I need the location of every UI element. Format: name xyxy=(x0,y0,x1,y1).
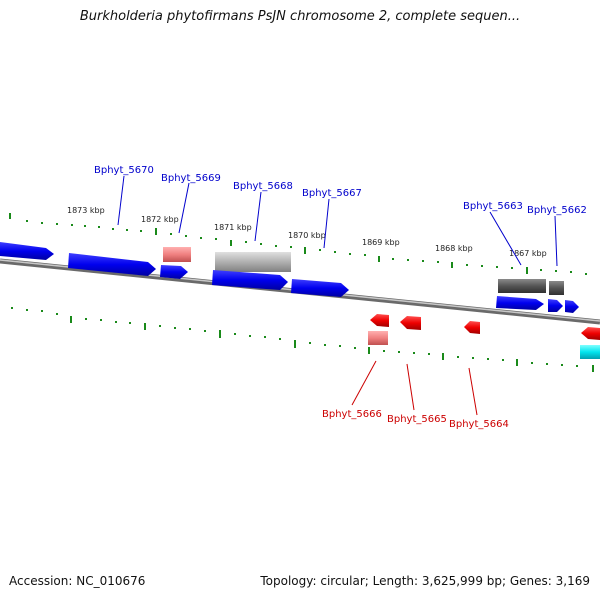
gene-arrow-reverse[interactable] xyxy=(581,327,600,340)
scale-label: 1869 kbp xyxy=(362,238,400,247)
gene-label-bphyt-5670[interactable]: Bphyt_5670 xyxy=(94,165,154,176)
dark-gray-gene-block[interactable] xyxy=(549,281,564,295)
scale-label: 1868 kbp xyxy=(435,244,473,253)
gene-arrow-forward[interactable] xyxy=(548,299,563,312)
cyan-gene-block[interactable] xyxy=(580,345,600,359)
gray-gene-block[interactable] xyxy=(215,252,291,272)
gene-label-bphyt-5664[interactable]: Bphyt_5664 xyxy=(449,419,509,430)
scale-label: 1867 kbp xyxy=(509,249,547,258)
reverse-gene-labels[interactable]: Bphyt_5666 Bphyt_5665 Bphyt_5664 xyxy=(322,409,509,430)
scale-label: 1873 kbp xyxy=(67,206,105,215)
gene-arrow-forward[interactable] xyxy=(160,265,188,279)
forward-gene-labels[interactable]: Bphyt_5670 Bphyt_5669 Bphyt_5668 Bphyt_5… xyxy=(94,165,587,216)
gene-label-bphyt-5662[interactable]: Bphyt_5662 xyxy=(527,205,587,216)
reverse-scale-ticks xyxy=(11,307,594,372)
scale-labels: 1873 kbp 1872 kbp 1871 kbp 1870 kbp 1869… xyxy=(67,206,547,258)
gene-label-bphyt-5663[interactable]: Bphyt_5663 xyxy=(463,201,523,212)
pseudogene-block[interactable] xyxy=(368,331,388,345)
gene-arrow-forward[interactable] xyxy=(212,270,288,290)
gene-arrow-forward[interactable] xyxy=(68,253,156,276)
gene-arrow-reverse[interactable] xyxy=(400,316,421,330)
forward-callouts xyxy=(117,175,558,267)
genome-summary-text: Topology: circular; Length: 3,625,999 bp… xyxy=(260,574,590,588)
gene-label-bphyt-5665[interactable]: Bphyt_5665 xyxy=(387,414,447,425)
accession-text: Accession: NC_010676 xyxy=(9,574,146,588)
dark-gray-gene-block[interactable] xyxy=(498,279,546,293)
gene-arrow-forward[interactable] xyxy=(565,300,579,313)
gene-label-bphyt-5666[interactable]: Bphyt_5666 xyxy=(322,409,382,420)
gene-arrow-forward[interactable] xyxy=(291,279,349,297)
gene-arrow-forward[interactable] xyxy=(496,296,544,310)
forward-strand-genes[interactable] xyxy=(0,242,579,313)
gene-label-bphyt-5669[interactable]: Bphyt_5669 xyxy=(161,173,221,184)
gene-arrow-forward[interactable] xyxy=(0,242,54,260)
reverse-callouts xyxy=(351,360,478,416)
scale-label: 1870 kbp xyxy=(288,231,326,240)
gene-label-bphyt-5667[interactable]: Bphyt_5667 xyxy=(302,188,362,199)
reverse-strand-genes[interactable] xyxy=(368,314,600,359)
gene-label-bphyt-5668[interactable]: Bphyt_5668 xyxy=(233,181,293,192)
pseudogene-block[interactable] xyxy=(163,247,191,262)
map-title: Burkholderia phytofirmans PsJN chromosom… xyxy=(79,9,521,24)
gene-arrow-reverse[interactable] xyxy=(464,321,480,334)
scale-label: 1871 kbp xyxy=(214,223,252,232)
forward-scale-ticks xyxy=(9,213,587,275)
scale-label: 1872 kbp xyxy=(141,215,179,224)
gene-arrow-reverse[interactable] xyxy=(370,314,389,327)
